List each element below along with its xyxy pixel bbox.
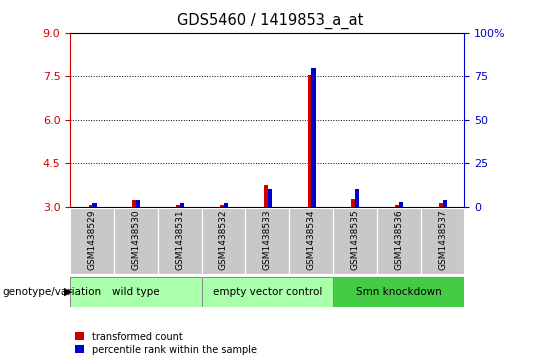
Text: GSM1438533: GSM1438533: [263, 209, 272, 270]
Bar: [89, 205, 93, 207]
Bar: [224, 203, 228, 207]
Bar: [443, 200, 447, 207]
Bar: [132, 200, 137, 207]
Bar: [176, 205, 180, 207]
Text: GDS5460 / 1419853_a_at: GDS5460 / 1419853_a_at: [177, 13, 363, 29]
Text: GSM1438530: GSM1438530: [131, 209, 140, 270]
Bar: [312, 68, 316, 207]
Bar: [70, 208, 114, 274]
Bar: [158, 208, 201, 274]
Bar: [92, 203, 97, 207]
Text: GSM1438536: GSM1438536: [394, 209, 403, 270]
Bar: [421, 208, 464, 274]
Bar: [245, 208, 289, 274]
Bar: [220, 205, 224, 207]
Text: Smn knockdown: Smn knockdown: [356, 287, 442, 297]
Bar: [399, 202, 403, 207]
Bar: [352, 199, 356, 207]
Bar: [395, 205, 400, 207]
Bar: [180, 203, 184, 207]
Bar: [268, 189, 272, 207]
Text: GSM1438532: GSM1438532: [219, 209, 228, 270]
Bar: [439, 203, 443, 207]
Text: GSM1438531: GSM1438531: [175, 209, 184, 270]
Text: GSM1438535: GSM1438535: [350, 209, 360, 270]
Text: wild type: wild type: [112, 287, 160, 297]
Text: GSM1438537: GSM1438537: [438, 209, 447, 270]
Bar: [264, 185, 268, 207]
Text: GSM1438529: GSM1438529: [87, 209, 97, 270]
Bar: [70, 277, 201, 307]
Bar: [201, 208, 245, 274]
Legend: transformed count, percentile rank within the sample: transformed count, percentile rank withi…: [75, 331, 256, 355]
Bar: [355, 189, 360, 207]
Text: genotype/variation: genotype/variation: [3, 287, 102, 297]
Bar: [114, 208, 158, 274]
Bar: [333, 277, 464, 307]
Text: ▶: ▶: [64, 287, 72, 297]
Bar: [333, 208, 377, 274]
Bar: [308, 75, 312, 207]
Bar: [289, 208, 333, 274]
Text: GSM1438534: GSM1438534: [307, 209, 315, 270]
Text: empty vector control: empty vector control: [213, 287, 322, 297]
Bar: [377, 208, 421, 274]
Bar: [201, 277, 333, 307]
Bar: [136, 200, 140, 207]
